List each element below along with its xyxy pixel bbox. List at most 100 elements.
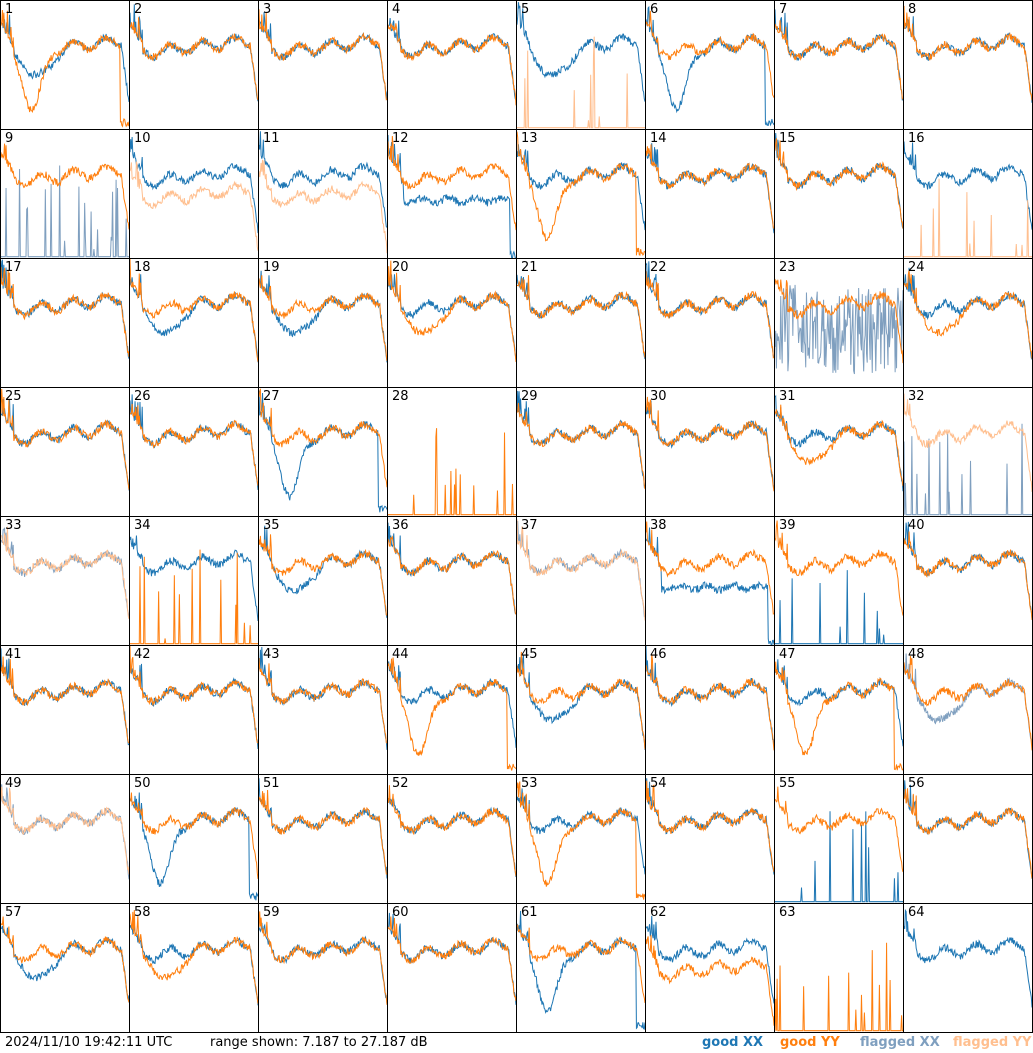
series-good-yy [646, 396, 774, 492]
series-flagged-yy [1, 526, 129, 620]
panel-label: 38 [650, 518, 667, 533]
series-good-xx [775, 394, 903, 492]
panel-label: 60 [392, 905, 409, 920]
series-good-yy [904, 270, 1032, 359]
panel-plot [517, 2, 645, 129]
panel-plot [517, 781, 645, 900]
panel-plot [259, 646, 387, 750]
panel-42: 42 [129, 645, 259, 775]
series-good-xx [775, 132, 903, 229]
series-good-xx [1, 648, 129, 746]
panel-label: 30 [650, 389, 667, 404]
panel-plot [130, 259, 258, 363]
panel-plot [388, 428, 516, 516]
panel-28: 28 [387, 387, 517, 517]
panel-label: 64 [908, 905, 925, 920]
series-good-yy [259, 275, 387, 361]
panel-62: 62 [645, 903, 775, 1033]
panel-label: 53 [521, 776, 538, 791]
panel-plot [388, 785, 516, 878]
panel-33: 33 [0, 516, 130, 646]
panel-36: 36 [387, 516, 517, 646]
panel-label: 14 [650, 131, 667, 146]
panel-60: 60 [387, 903, 517, 1033]
panel-56: 56 [903, 774, 1033, 904]
series-good-xx [646, 5, 774, 127]
legend-flagged-yy: flagged YY [953, 1035, 1032, 1050]
series-flagged-xx [1, 165, 129, 258]
panel-plot [904, 141, 1032, 258]
panel-plot [130, 792, 258, 901]
panel-plot [904, 521, 1032, 621]
panel-12: 12 [387, 129, 517, 259]
panel-40: 40 [903, 516, 1033, 646]
series-good-xx [517, 655, 645, 750]
panel-58: 58 [129, 903, 259, 1033]
series-good-yy [130, 646, 258, 744]
footer: 2024/11/10 19:42:11 UTC range shown: 7.1… [0, 1033, 1033, 1053]
panel-20: 20 [387, 258, 517, 388]
panel-label: 1 [5, 2, 14, 17]
panel-plot [904, 393, 1032, 516]
panel-label: 46 [650, 647, 667, 662]
panel-label: 21 [521, 260, 538, 275]
panel-label: 47 [779, 647, 796, 662]
panel-label: 16 [908, 131, 925, 146]
panel-plot [388, 134, 516, 258]
panel-47: 47 [774, 645, 904, 775]
series-good-yy [904, 5, 1032, 101]
panel-plot [388, 17, 516, 106]
series-good-xx [259, 922, 387, 1005]
series-good-yy [130, 910, 258, 1004]
panel-label: 13 [521, 131, 538, 146]
timestamp: 2024/11/10 19:42:11 UTC [5, 1035, 173, 1050]
panel-plot [259, 9, 387, 101]
panel-label: 59 [263, 905, 280, 920]
series-good-xx [130, 535, 258, 622]
panel-plot [388, 522, 516, 615]
series-good-xx [259, 131, 387, 228]
series-good-xx [517, 2, 645, 102]
series-good-xx [259, 525, 387, 619]
panel-label: 55 [779, 776, 796, 791]
panel-plot [646, 646, 774, 751]
panel-label: 8 [908, 2, 917, 17]
panel-25: 25 [0, 387, 130, 517]
panel-22: 22 [645, 258, 775, 388]
series-good-yy [259, 657, 387, 744]
panel-14: 14 [645, 129, 775, 259]
series-good-yy [259, 534, 387, 616]
panel-51: 51 [258, 774, 388, 904]
panel-plot [646, 143, 774, 234]
panel-label: 49 [5, 776, 22, 791]
panel-label: 41 [5, 647, 22, 662]
panel-label: 63 [779, 905, 796, 920]
series-flagged-yy [259, 159, 387, 254]
series-flagged-yy [1, 786, 129, 875]
panel-plot [517, 519, 645, 621]
series-good-yy [1, 656, 129, 744]
panel-label: 17 [5, 260, 22, 275]
series-good-xx [904, 908, 1032, 1008]
panel-plot [775, 786, 903, 903]
panel-5: 5 [516, 0, 646, 130]
series-good-yy [388, 23, 516, 106]
panel-label: 20 [392, 260, 409, 275]
series-flagged-xx [904, 423, 1032, 516]
panel-plot [775, 132, 903, 229]
series-good-yy [775, 20, 903, 100]
panel-label: 23 [779, 260, 796, 275]
panel-49: 49 [0, 774, 130, 904]
series-flagged-yy [904, 393, 1032, 492]
panel-label: 9 [5, 131, 14, 146]
series-good-yy [517, 651, 645, 750]
panel-plot [1, 916, 129, 1003]
legend-good-yy: good YY [780, 1035, 840, 1050]
panel-plot [259, 778, 387, 879]
series-good-yy [646, 10, 774, 98]
legend-good-xx: good XX [702, 1035, 764, 1050]
series-good-xx [517, 910, 645, 1030]
panel-label: 57 [5, 905, 22, 920]
series-good-yy [1, 388, 129, 490]
series-good-yy [775, 278, 903, 364]
